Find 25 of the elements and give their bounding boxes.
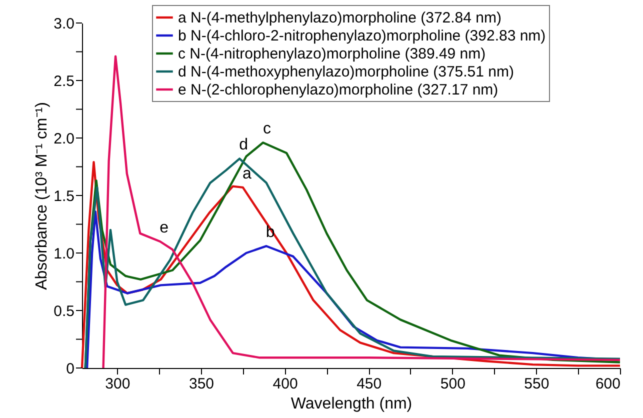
y-tick-label: 3.0 xyxy=(54,16,74,32)
y-tick-label: 0 xyxy=(66,360,74,378)
y-tick-label: 1.0 xyxy=(54,246,74,262)
x-tick-label: 500 xyxy=(440,376,466,392)
y-tick-label: 1.5 xyxy=(54,188,74,205)
y-tick-label: 0.5 xyxy=(54,303,74,320)
x-tick-label: 300 xyxy=(105,376,130,392)
annotation: e xyxy=(160,220,169,236)
y-tick-label: 2.5 xyxy=(54,73,74,90)
x-tick-label: 550 xyxy=(524,376,550,392)
legend-label: d N-(4-methoxyphenylazo)morpholine (375.51 nm) xyxy=(178,64,514,80)
y-tick-label: 2.0 xyxy=(54,130,74,148)
legend-label: b N-(4-chloro-2-nitrophenylazo)morpholine (392.83 nm) xyxy=(178,28,546,44)
x-tick-label: 400 xyxy=(272,376,298,392)
annotation: c xyxy=(263,120,272,138)
legend-label: c N-(4-nitrophenylazo)morpholine (389.49 nm) xyxy=(178,46,486,62)
legend-label: e N-(2-chlorophenylazo)morpholine (327.17 nm) xyxy=(178,82,498,98)
x-axis-title: Wavelength (nm) xyxy=(290,396,412,412)
x-tick-label: 600 xyxy=(595,376,620,392)
y-axis-title: Absorbance (10³ M⁻¹ cm⁻¹) xyxy=(34,102,51,290)
legend-label: a N-(4-methylphenylazo)morpholine (372.84 nm) xyxy=(178,10,502,26)
annotation: a xyxy=(242,165,252,182)
annotation: d xyxy=(239,136,248,154)
x-tick-label: 450 xyxy=(356,376,382,392)
x-tick-label: 350 xyxy=(188,376,214,392)
